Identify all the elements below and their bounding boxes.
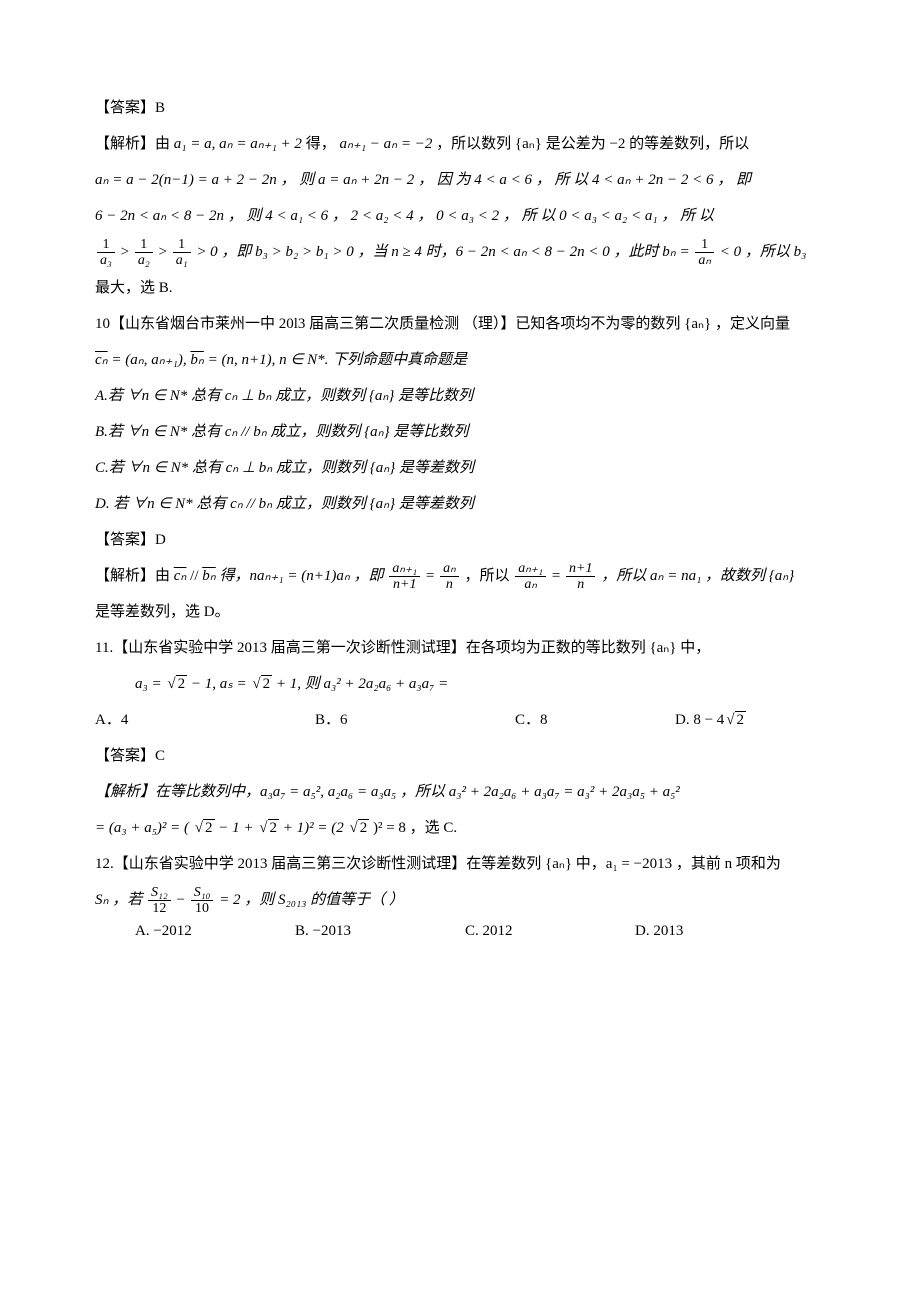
text: 【解析】由	[95, 568, 174, 584]
fraction: 1aₙ	[695, 237, 714, 269]
solution-9-line2: aₙ = a − 2(n−1) = a + 2 − 2n ， 则 a = aₙ …	[95, 162, 825, 198]
text: >	[158, 244, 170, 260]
q10-option-b: B.若 ∀n ∈ N* 总有 cₙ // bₙ 成立，则数列 {aₙ} 是等比数…	[95, 414, 825, 450]
text: )² = 8 ，选 C.	[373, 820, 457, 836]
vector-bn: bₙ	[202, 568, 215, 584]
sqrt-icon: 2	[347, 810, 369, 846]
q11-option-d: D. 8 − 42	[675, 702, 746, 738]
q12-option-c: C. 2012	[465, 918, 635, 945]
vector-cn: cₙ	[95, 352, 108, 368]
fraction: n+1n	[566, 561, 595, 593]
text: + 1)² = (2	[283, 820, 344, 836]
text: − 1 +	[218, 820, 257, 836]
fraction: aₙn	[440, 561, 459, 593]
text: ，所以	[464, 568, 513, 584]
text: a₃ =	[135, 676, 165, 692]
q10-option-d: D. 若 ∀n ∈ N* 总有 cₙ // bₙ 成立，则数列 {aₙ} 是等差…	[95, 486, 825, 522]
text: ，所以数列 {aₙ} 是公差为 −2 的等差数列，所以	[436, 136, 749, 152]
q12-option-b: B. −2013	[295, 918, 465, 945]
solution-11-line1: 【解析】在等比数列中，a₃a₇ = a₅², a₂a₆ = a₃a₅ ，所以 a…	[95, 774, 825, 810]
text: D. 8 − 4	[675, 712, 724, 728]
q11-option-a: A．4	[95, 702, 315, 738]
sqrt-icon: 2	[165, 666, 187, 702]
sqrt-icon: 2	[257, 810, 279, 846]
text: − 1, aₛ =	[191, 676, 251, 692]
solution-9-line4: 1a₃ > 1a₂ > 1a₁ > 0 ，即 b₃ > b₂ > b₁ > 0 …	[95, 234, 825, 270]
text: < 0 ，所以 b₃	[720, 244, 807, 260]
q10-option-c: C.若 ∀n ∈ N* 总有 cₙ ⊥ bₙ 成立，则数列 {aₙ} 是等差数列	[95, 450, 825, 486]
vector-cn: cₙ	[174, 568, 187, 584]
formula: a₁ = a, aₙ = aₙ₊₁ + 2	[174, 136, 302, 152]
answer-11: 【答案】C	[95, 738, 825, 774]
solution-10-line1: 【解析】由 cₙ // bₙ 得，naₙ₊₁ = (n+1)aₙ ，即 aₙ₊₁…	[95, 558, 825, 594]
sqrt-icon: 2	[193, 810, 215, 846]
fraction: aₙ₊₁n+1	[389, 561, 420, 593]
text: >	[121, 244, 133, 260]
q11-head: 11.【山东省实验中学 2013 届高三第一次诊断性测试理】在各项均为正数的等比…	[95, 630, 825, 666]
text: −	[176, 892, 188, 908]
fraction: 1a₂	[135, 237, 153, 269]
solution-9-line3: 6 − 2n < aₙ < 8 − 2n ， 则 4 < a₁ < 6 ， 2 …	[95, 198, 825, 234]
q12-options: A. −2012 B. −2013 C. 2012 D. 2013	[95, 918, 825, 945]
text: > 0 ，即 b₃ > b₂ > b₁ > 0 ，当 n ≥ 4 时，6 − 2…	[196, 244, 693, 260]
text: //	[190, 568, 202, 584]
q11-expr: a₃ = 2 − 1, aₛ = 2 + 1, 则 a₃² + 2a₂a₆ + …	[95, 666, 825, 702]
answer-10: 【答案】D	[95, 522, 825, 558]
fraction: aₙ₊₁aₙ	[515, 561, 546, 593]
formula: aₙ₊₁ − aₙ = −2	[339, 136, 432, 152]
text: ，所以 aₙ = na₁ ，故数列 {aₙ}	[601, 568, 794, 584]
vector-bn: bₙ	[190, 352, 203, 368]
solution-9-line5: 最大，选 B.	[95, 270, 825, 306]
fraction: S₁₀10	[191, 885, 214, 917]
fraction: S₁₂12	[148, 885, 171, 917]
sqrt-icon: 2	[250, 666, 272, 702]
text: 得，	[306, 136, 336, 152]
solution-11-line2: = (a₃ + a₅)² = ( 2 − 1 + 2 + 1)² = (2 2 …	[95, 810, 825, 846]
text: = 2 ，则 S₂₀₁₃ 的值等于（ ）	[219, 892, 404, 908]
fraction: 1a₃	[97, 237, 115, 269]
text: 【解析】由	[95, 136, 174, 152]
text: = (aₙ, aₙ₊₁),	[111, 352, 190, 368]
q11-option-c: C．8	[515, 702, 675, 738]
q12-head: 12.【山东省实验中学 2013 届高三第三次诊断性测试理】在等差数列 {aₙ}…	[95, 846, 825, 882]
answer-9: 【答案】B	[95, 90, 825, 126]
fraction: 1a₁	[173, 237, 191, 269]
text: = (n, n+1), n ∈ N*. 下列命题中真命题是	[208, 352, 468, 368]
text: + 1, 则 a₃² + 2a₂a₆ + a₃a₇ =	[276, 676, 448, 692]
q12-option-a: A. −2012	[135, 918, 295, 945]
q10-line2: cₙ = (aₙ, aₙ₊₁), bₙ = (n, n+1), n ∈ N*. …	[95, 342, 825, 378]
q11-option-b: B．6	[315, 702, 515, 738]
q10-head: 10【山东省烟台市莱州一中 20l3 届高三第二次质量检测 （理）】已知各项均不…	[95, 306, 825, 342]
solution-10-line2: 是等差数列，选 D。	[95, 594, 825, 630]
solution-9-line1: 【解析】由 a₁ = a, aₙ = aₙ₊₁ + 2 得， aₙ₊₁ − aₙ…	[95, 126, 825, 162]
sqrt-icon: 2	[724, 702, 746, 738]
q12-option-d: D. 2013	[635, 918, 683, 945]
text: =	[552, 568, 564, 584]
text: Sₙ ，若	[95, 892, 146, 908]
text: 得，naₙ₊₁ = (n+1)aₙ ，即	[219, 568, 387, 584]
q10-option-a: A.若 ∀n ∈ N* 总有 cₙ ⊥ bₙ 成立，则数列 {aₙ} 是等比数列	[95, 378, 825, 414]
q12-line2: Sₙ ，若 S₁₂12 − S₁₀10 = 2 ，则 S₂₀₁₃ 的值等于（ ）	[95, 882, 825, 918]
text: = (a₃ + a₅)² = (	[95, 820, 189, 836]
q11-options: A．4 B．6 C．8 D. 8 − 42	[95, 702, 825, 738]
text: =	[426, 568, 438, 584]
